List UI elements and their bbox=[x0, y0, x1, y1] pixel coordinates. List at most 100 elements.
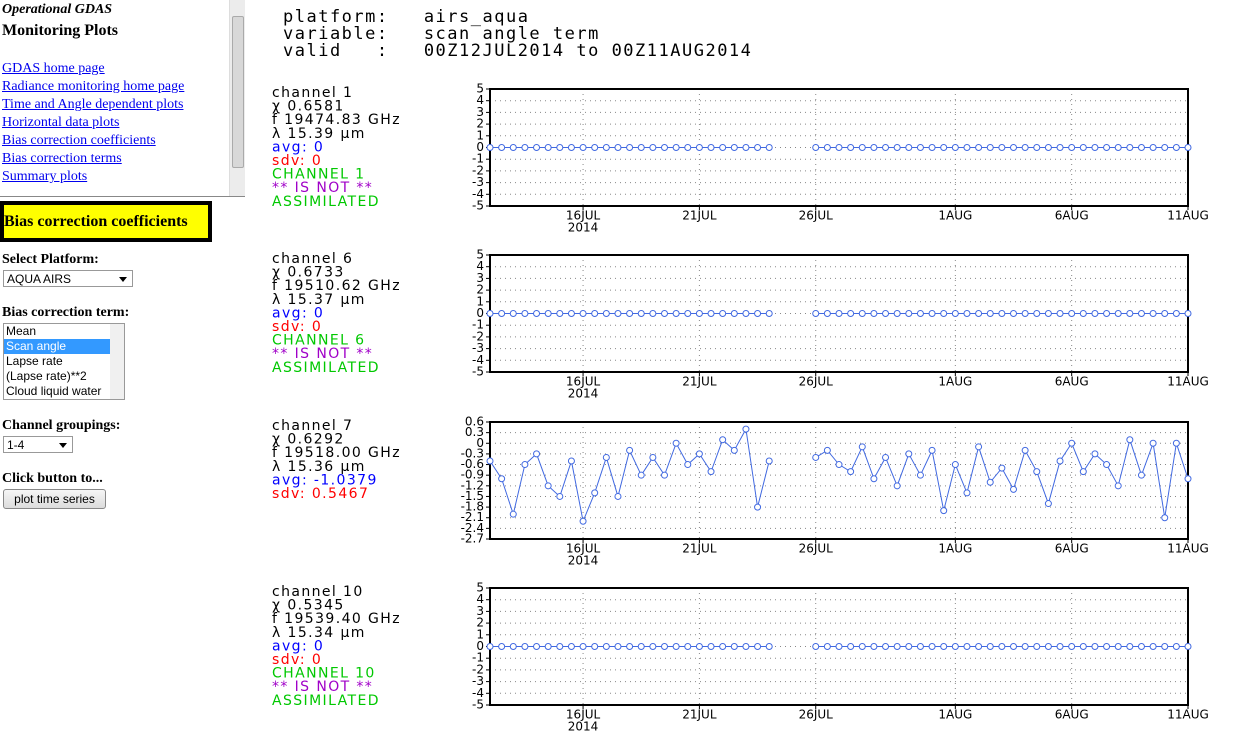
list-option[interactable]: (Lapse rate)**2 bbox=[6, 369, 87, 383]
channel-annotation: CHANNEL 6 bbox=[272, 333, 365, 349]
data-point bbox=[661, 471, 668, 479]
data-point bbox=[602, 144, 610, 151]
channel-annotation: CHANNEL 1 bbox=[272, 167, 365, 183]
y-tick-label: 0 bbox=[476, 436, 484, 450]
channel-annotation: avg: 0 bbox=[272, 638, 324, 654]
data-point bbox=[742, 310, 750, 317]
data-point bbox=[637, 310, 645, 317]
nav-link[interactable]: Summary plots bbox=[2, 169, 88, 184]
data-point bbox=[951, 461, 959, 469]
x-year-label: 2014 bbox=[568, 221, 599, 235]
data-point bbox=[1079, 643, 1087, 650]
data-point bbox=[1091, 144, 1099, 151]
channel-annotation: ASSIMILATED bbox=[272, 693, 380, 709]
nav-link[interactable]: Radiance monitoring home page bbox=[2, 79, 185, 94]
data-point bbox=[812, 144, 820, 151]
plot-header: platform: airs_aqua bbox=[283, 7, 529, 27]
channel-annotation: sdv: 0 bbox=[272, 153, 322, 169]
data-point bbox=[544, 482, 552, 490]
data-point bbox=[823, 144, 831, 151]
data-point bbox=[498, 643, 506, 650]
scroll-thumb[interactable] bbox=[232, 16, 244, 168]
list-scrollbar[interactable] bbox=[110, 324, 124, 399]
x-tick-label: 11AUG bbox=[1167, 708, 1209, 722]
data-point bbox=[579, 310, 587, 317]
x-tick-label: 11AUG bbox=[1167, 542, 1209, 556]
data-point bbox=[544, 643, 552, 650]
channel-annotation: CHANNEL 10 bbox=[272, 666, 376, 682]
nav-link[interactable]: GDAS home page bbox=[2, 61, 105, 76]
data-point bbox=[1044, 310, 1052, 317]
nav-link[interactable]: Bias correction coefficients bbox=[2, 133, 156, 148]
x-tick-label: 11AUG bbox=[1167, 375, 1209, 389]
data-point bbox=[1010, 485, 1017, 493]
data-point bbox=[1010, 310, 1017, 317]
data-point bbox=[1056, 310, 1064, 317]
data-point bbox=[1161, 144, 1169, 151]
data-point bbox=[695, 310, 703, 317]
data-point bbox=[579, 144, 587, 151]
data-point bbox=[544, 310, 552, 317]
data-point bbox=[940, 507, 948, 515]
nav-link[interactable]: Time and Angle dependent plots bbox=[2, 97, 184, 112]
y-tick-label: -4 bbox=[472, 187, 484, 201]
data-point bbox=[1149, 643, 1157, 650]
plot-button[interactable]: plot time series bbox=[3, 489, 106, 509]
term-listbox[interactable]: Mean Scan angle Lapse rate (Lapse rate)**2 C… bbox=[3, 323, 125, 400]
data-point bbox=[1114, 482, 1122, 490]
list-option[interactable]: Cloud liquid water bbox=[6, 384, 102, 398]
term-label: Bias correction term: bbox=[2, 305, 130, 320]
data-point bbox=[1161, 514, 1169, 522]
list-option[interactable]: Scan angle bbox=[4, 339, 110, 354]
data-point bbox=[847, 643, 855, 650]
data-point bbox=[1126, 144, 1134, 151]
data-point bbox=[719, 310, 727, 317]
data-point bbox=[556, 310, 564, 317]
data-point bbox=[905, 310, 913, 317]
data-point bbox=[614, 643, 622, 650]
y-tick-label: -1 bbox=[472, 318, 484, 332]
data-point bbox=[626, 310, 634, 317]
data-point bbox=[940, 643, 948, 650]
x-tick-label: 16JUL bbox=[566, 209, 601, 223]
list-option[interactable]: Lapse rate bbox=[6, 354, 63, 368]
nav-link[interactable]: Bias correction terms bbox=[2, 151, 122, 166]
y-tick-label: -2.1 bbox=[461, 510, 484, 524]
data-point bbox=[544, 144, 552, 151]
y-tick-label: 0 bbox=[476, 140, 484, 154]
y-tick-label: -5 bbox=[472, 199, 484, 213]
nav-link[interactable]: Horizontal data plots bbox=[2, 115, 120, 130]
y-tick-label: -5 bbox=[472, 698, 484, 712]
data-point bbox=[614, 492, 622, 500]
grouping-select[interactable]: 1-4 bbox=[3, 436, 73, 453]
y-tick-label: -1.2 bbox=[461, 478, 484, 492]
data-point bbox=[765, 310, 773, 317]
x-tick-label: 26JUL bbox=[799, 542, 834, 556]
data-point bbox=[951, 310, 959, 317]
data-point bbox=[858, 310, 866, 317]
y-tick-label: 2 bbox=[476, 616, 484, 630]
channel-annotation: avg: -1.0379 bbox=[272, 472, 378, 488]
y-tick-label: 0 bbox=[476, 639, 484, 653]
scrollbar[interactable] bbox=[229, 0, 245, 196]
series-line bbox=[489, 427, 1189, 524]
data-point bbox=[533, 310, 541, 317]
channel-annotation: sdv: 0 bbox=[272, 319, 322, 335]
y-tick-label: 1 bbox=[476, 294, 484, 308]
x-tick-label: 26JUL bbox=[799, 708, 834, 722]
data-point bbox=[882, 643, 890, 650]
data-point bbox=[835, 144, 843, 151]
data-point bbox=[1149, 439, 1157, 447]
y-tick-label: -1.8 bbox=[461, 500, 484, 514]
platform-select[interactable]: AQUA AIRS bbox=[3, 270, 133, 287]
data-point bbox=[1079, 144, 1087, 151]
data-point bbox=[730, 446, 738, 454]
data-point bbox=[754, 643, 762, 650]
x-tick-label: 26JUL bbox=[799, 375, 834, 389]
data-point bbox=[637, 643, 645, 650]
y-tick-label: -2.4 bbox=[461, 521, 484, 535]
data-point bbox=[1068, 310, 1076, 317]
list-option[interactable]: Mean bbox=[6, 324, 37, 338]
y-tick-label: 0.3 bbox=[465, 425, 484, 439]
data-point bbox=[928, 144, 936, 151]
